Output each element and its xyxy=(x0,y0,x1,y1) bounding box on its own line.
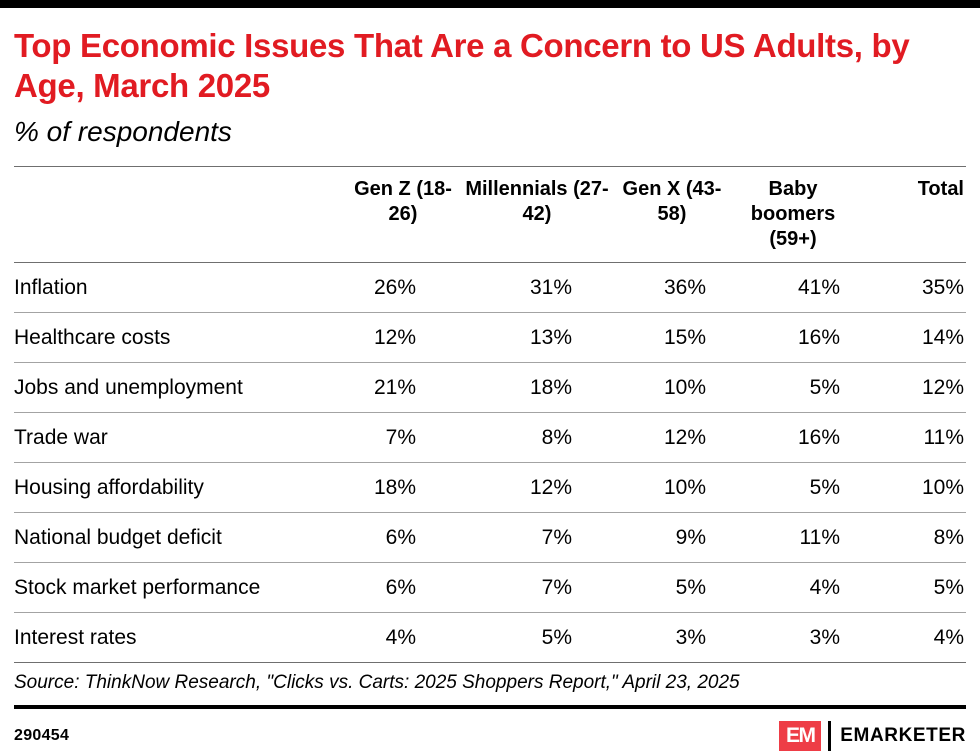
cell-value: 41% xyxy=(732,261,854,313)
cell-value: 21% xyxy=(344,361,462,413)
col-header-millennials: Millennials (27-42) xyxy=(462,165,612,263)
col-header-gen-x: Gen X (43-58) xyxy=(612,165,732,263)
cell-value: 9% xyxy=(612,511,732,563)
cell-value: 11% xyxy=(854,411,966,463)
cell-value: 5% xyxy=(612,561,732,613)
cell-value: 4% xyxy=(344,611,462,662)
chart-title: Top Economic Issues That Are a Concern t… xyxy=(14,27,910,104)
row-label: National budget deficit xyxy=(14,511,344,563)
table-row-stock-market-performance: Stock market performance 6% 7% 5% 4% 5% xyxy=(14,561,966,613)
cell-value: 14% xyxy=(854,311,966,363)
col-header-total: Total xyxy=(854,165,966,263)
col-header-gen-z: Gen Z (18-26) xyxy=(344,165,462,263)
cell-value: 5% xyxy=(854,561,966,613)
cell-value: 26% xyxy=(344,261,462,313)
chart-subtitle: % of respondents xyxy=(14,115,232,147)
cell-value: 8% xyxy=(462,411,612,463)
cell-value: 12% xyxy=(462,461,612,513)
cell-value: 7% xyxy=(344,411,462,463)
cell-value: 8% xyxy=(854,511,966,563)
table-row-national-budget-deficit: National budget deficit 6% 7% 9% 11% 8% xyxy=(14,511,966,563)
cell-value: 7% xyxy=(462,561,612,613)
cell-value: 31% xyxy=(462,261,612,313)
cell-value: 35% xyxy=(854,261,966,313)
row-label: Jobs and unemployment xyxy=(14,361,344,413)
chart-content: Top Economic Issues That Are a Concern t… xyxy=(0,8,980,751)
cell-value: 18% xyxy=(462,361,612,413)
cell-value: 11% xyxy=(732,511,854,563)
table-row-inflation: Inflation 26% 31% 36% 41% 35% xyxy=(14,261,966,313)
cell-value: 12% xyxy=(344,311,462,363)
table-header-row: Gen Z (18-26) Millennials (27-42) Gen X … xyxy=(14,165,966,263)
cell-value: 12% xyxy=(612,411,732,463)
table-row-healthcare-costs: Healthcare costs 12% 13% 15% 16% 14% xyxy=(14,311,966,363)
cell-value: 16% xyxy=(732,411,854,463)
cell-value: 18% xyxy=(344,461,462,513)
row-label: Stock market performance xyxy=(14,561,344,613)
logo-separator xyxy=(828,720,832,751)
cell-value: 16% xyxy=(732,311,854,363)
cell-value: 5% xyxy=(462,611,612,662)
emarketer-logo: EM EMARKETER xyxy=(779,720,966,751)
source-note: Source: ThinkNow Research, "Clicks vs. C… xyxy=(14,661,966,705)
table-row-housing-affordability: Housing affordability 18% 12% 10% 5% 10% xyxy=(14,461,966,513)
cell-value: 3% xyxy=(612,611,732,662)
cell-value: 4% xyxy=(732,561,854,613)
chart-id: 290454 xyxy=(14,726,70,744)
emarketer-logo-mark-icon: EM xyxy=(779,720,822,751)
row-label: Healthcare costs xyxy=(14,311,344,363)
data-table: Gen Z (18-26) Millennials (27-42) Gen X … xyxy=(14,165,966,662)
row-label: Interest rates xyxy=(14,611,344,662)
table-row-jobs-and-unemployment: Jobs and unemployment 21% 18% 10% 5% 12% xyxy=(14,361,966,413)
table-row-trade-war: Trade war 7% 8% 12% 16% 11% xyxy=(14,411,966,463)
cell-value: 10% xyxy=(612,461,732,513)
footer: 290454 EM EMARKETER xyxy=(14,709,966,751)
row-label: Housing affordability xyxy=(14,461,344,513)
cell-value: 7% xyxy=(462,511,612,563)
cell-value: 10% xyxy=(612,361,732,413)
cell-value: 10% xyxy=(854,461,966,513)
cell-value: 13% xyxy=(462,311,612,363)
cell-value: 6% xyxy=(344,561,462,613)
cell-value: 12% xyxy=(854,361,966,413)
footer-divider xyxy=(14,704,966,709)
row-label: Trade war xyxy=(14,411,344,463)
cell-value: 4% xyxy=(854,611,966,662)
cell-value: 6% xyxy=(344,511,462,563)
cell-value: 5% xyxy=(732,461,854,513)
col-header-baby-boomers: Baby boomers (59+) xyxy=(732,165,854,263)
cell-value: 3% xyxy=(732,611,854,662)
emarketer-logo-text: EMARKETER xyxy=(840,724,966,746)
cell-value: 15% xyxy=(612,311,732,363)
cell-value: 5% xyxy=(732,361,854,413)
table-row-interest-rates: Interest rates 4% 5% 3% 3% 4% xyxy=(14,611,966,662)
top-accent-bar xyxy=(0,0,980,8)
col-header-empty xyxy=(14,165,344,263)
cell-value: 36% xyxy=(612,261,732,313)
row-label: Inflation xyxy=(14,261,344,313)
